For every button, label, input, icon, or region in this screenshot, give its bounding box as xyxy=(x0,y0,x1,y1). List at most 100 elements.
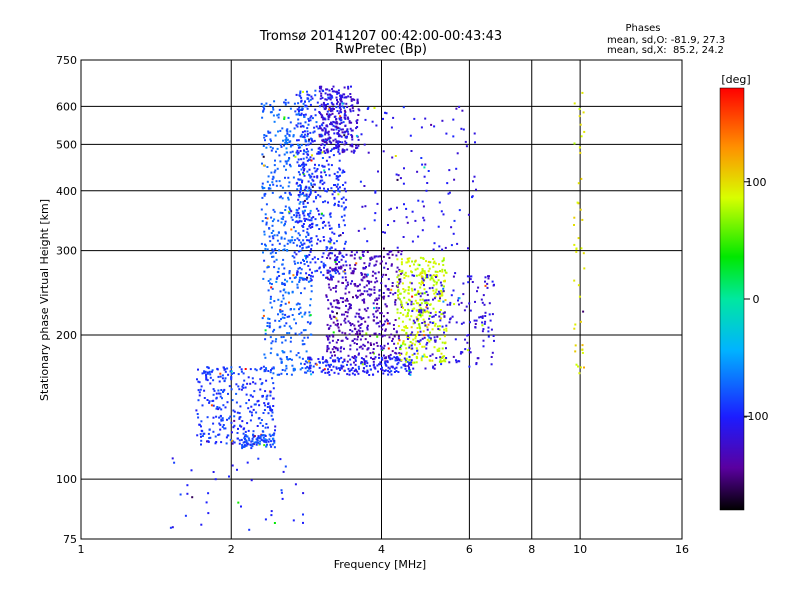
data-point xyxy=(387,278,390,281)
data-point xyxy=(387,224,389,226)
data-point xyxy=(438,300,441,302)
data-point xyxy=(462,128,465,131)
data-point xyxy=(388,256,391,259)
data-point xyxy=(417,323,420,326)
data-point xyxy=(299,245,301,248)
data-point xyxy=(200,425,202,428)
data-point xyxy=(428,315,431,317)
data-point xyxy=(345,102,348,105)
data-point xyxy=(314,170,317,173)
data-point xyxy=(312,216,315,219)
data-point xyxy=(266,217,269,220)
data-point xyxy=(309,188,312,191)
data-point xyxy=(236,432,239,434)
data-point xyxy=(238,417,241,420)
data-point xyxy=(387,288,390,290)
data-point xyxy=(307,264,310,267)
data-point xyxy=(362,255,365,257)
data-point xyxy=(206,366,209,369)
data-point xyxy=(339,369,341,371)
data-point xyxy=(454,338,457,341)
data-point xyxy=(309,370,312,373)
chart-subtitle: RwPretec (Bp) xyxy=(335,42,427,57)
data-point xyxy=(303,188,306,191)
data-point xyxy=(351,330,354,333)
data-point xyxy=(331,123,334,126)
data-point xyxy=(358,109,361,112)
data-point xyxy=(480,298,483,301)
data-point xyxy=(332,154,335,157)
data-point xyxy=(235,401,238,404)
data-point xyxy=(302,125,305,128)
data-point xyxy=(434,274,436,277)
data-point xyxy=(475,188,477,191)
data-point xyxy=(356,332,359,335)
data-point xyxy=(418,309,421,312)
data-point xyxy=(345,198,348,201)
data-point xyxy=(297,139,300,142)
data-point xyxy=(421,355,424,358)
data-point xyxy=(245,442,248,445)
data-point xyxy=(315,195,318,198)
data-point xyxy=(406,312,409,315)
data-point xyxy=(408,257,411,260)
data-point xyxy=(306,127,309,130)
data-point xyxy=(484,284,487,287)
data-point xyxy=(303,214,306,217)
data-point xyxy=(372,351,375,354)
data-point xyxy=(303,199,306,202)
data-point xyxy=(417,302,420,305)
data-point xyxy=(423,284,425,287)
data-point xyxy=(357,353,360,356)
data-point xyxy=(344,111,347,113)
data-point xyxy=(365,266,367,268)
data-point xyxy=(353,257,356,260)
data-point xyxy=(262,106,265,108)
data-point xyxy=(318,213,320,216)
data-point xyxy=(280,195,282,198)
data-point xyxy=(306,201,309,204)
data-point xyxy=(257,441,260,444)
data-point xyxy=(338,261,341,263)
data-point xyxy=(286,242,289,245)
data-point xyxy=(269,407,272,409)
data-point xyxy=(280,372,283,375)
data-point xyxy=(445,327,448,330)
data-point xyxy=(385,364,388,367)
data-point xyxy=(490,328,493,331)
data-point xyxy=(333,232,336,235)
data-point xyxy=(334,115,337,118)
data-point xyxy=(377,271,380,274)
data-point xyxy=(467,247,469,250)
data-point xyxy=(347,308,350,311)
data-point xyxy=(305,272,308,275)
data-point xyxy=(423,288,426,291)
data-point xyxy=(333,346,336,348)
data-point xyxy=(338,117,341,120)
data-point xyxy=(264,243,266,246)
data-point xyxy=(410,150,413,152)
data-point xyxy=(262,314,265,317)
data-point xyxy=(315,207,318,210)
data-point xyxy=(426,338,429,341)
data-point xyxy=(310,148,313,151)
data-point xyxy=(346,148,349,151)
data-point xyxy=(455,361,458,364)
data-point xyxy=(476,290,478,293)
data-point xyxy=(301,181,303,184)
data-point xyxy=(338,251,341,253)
data-point xyxy=(338,358,341,360)
data-point xyxy=(340,339,343,342)
data-point xyxy=(318,105,321,108)
data-point xyxy=(403,296,406,299)
data-point xyxy=(414,343,416,346)
data-point xyxy=(343,247,346,250)
data-point xyxy=(274,248,277,250)
data-point xyxy=(389,358,392,361)
data-point xyxy=(285,367,288,370)
data-point xyxy=(310,373,313,376)
data-point xyxy=(334,248,337,251)
data-point xyxy=(355,312,358,315)
data-point xyxy=(329,252,332,254)
data-point xyxy=(348,121,351,124)
